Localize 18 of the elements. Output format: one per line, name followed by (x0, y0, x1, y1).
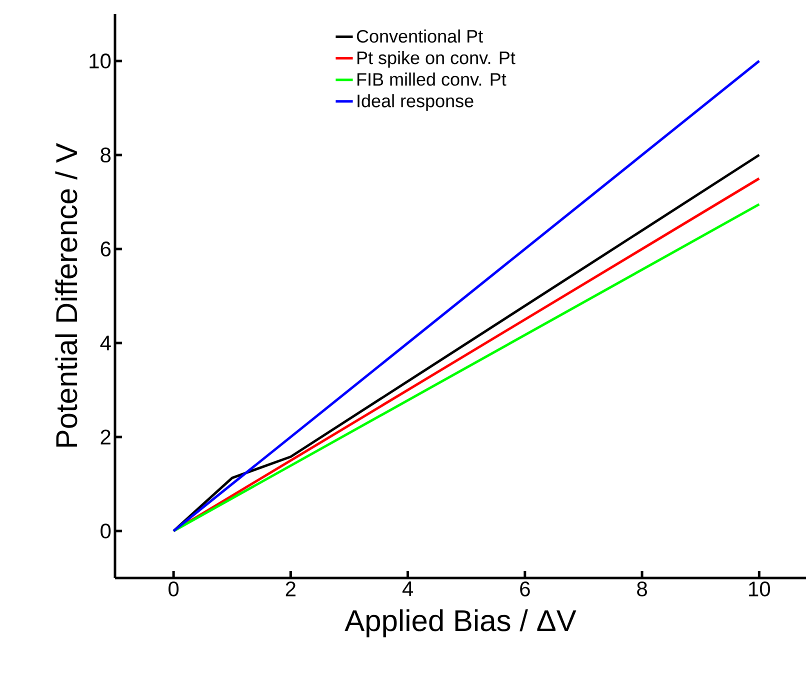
y-tick-label: 2 (100, 430, 110, 444)
y-tick-label: 4 (100, 336, 111, 350)
x-tick-label: 8 (637, 582, 647, 596)
x-tick-label: 6 (520, 582, 530, 596)
x-tick-label: 10 (749, 582, 770, 596)
legend-label: Pt spike on conv. Pt (358, 51, 516, 68)
x-tick-label: 0 (168, 582, 179, 596)
x-tick-label: 4 (402, 582, 414, 596)
y-tick-label: 10 (90, 54, 111, 68)
y-tick-label: 8 (100, 148, 111, 162)
y-tick-label: 0 (100, 524, 111, 538)
legend-label: Ideal response (358, 94, 474, 111)
legend-label: FIB milled conv. Pt (358, 72, 506, 86)
y-tick-label: 6 (100, 242, 111, 256)
legend-label: Conventional Pt (356, 29, 483, 43)
y-axis-title: Potential Difference / V (55, 143, 78, 447)
x-axis-title: Applied Bias / ΔV (344, 609, 576, 638)
x-tick-label: 2 (286, 582, 296, 596)
